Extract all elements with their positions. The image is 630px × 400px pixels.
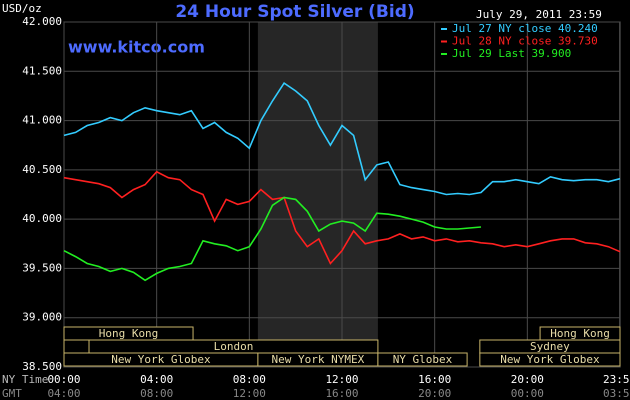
session-label: Hong Kong (99, 327, 159, 340)
y-axis-label: USD/oz (2, 2, 42, 15)
legend-label: Jul 28 NY close 39.730 (452, 35, 598, 48)
series-line (63, 81, 621, 196)
x-tick-label: 16:00 (418, 373, 451, 386)
session-box (377, 352, 468, 367)
session-box (63, 339, 90, 354)
y-tick-label: 38.500 (22, 360, 62, 373)
series-line (63, 196, 482, 282)
x-tick-label: 12:00 (325, 373, 358, 386)
x2-axis-label: GMT (2, 387, 22, 400)
x-tick-label: 23:59 (603, 373, 630, 386)
legend-label: Jul 29 Last 39.900 (452, 47, 571, 60)
legend-label: Jul 27 NY close 40.240 (452, 22, 598, 35)
chart-title: 24 Hour Spot Silver (Bid) (175, 2, 414, 22)
x-axis-label: NY Time (2, 373, 48, 386)
session-box (479, 352, 621, 367)
y-tick-label: 40.000 (22, 212, 62, 225)
timestamp: July 29, 2011 23:59 (476, 8, 602, 21)
y-tick-label: 41.500 (22, 64, 62, 77)
session-label: London (214, 340, 254, 353)
session-label: Hong Kong (550, 327, 610, 340)
x2-tick-label: 16:00 (325, 387, 358, 400)
y-tick-label: 41.000 (22, 114, 62, 127)
x2-tick-label: 12:00 (233, 387, 266, 400)
x2-tick-label: 20:00 (418, 387, 451, 400)
y-tick-label: 39.000 (22, 311, 62, 324)
x-tick-label: 00:00 (47, 373, 80, 386)
x-tick-label: 04:00 (140, 373, 173, 386)
series-line (63, 170, 621, 265)
session-label: NY Globex (393, 353, 453, 366)
x2-tick-label: 03:59 (603, 387, 630, 400)
session-label: New York NYMEX (272, 353, 365, 366)
y-tick-label: 39.500 (22, 261, 62, 274)
session-label: New York Globex (111, 353, 211, 366)
x2-tick-label: 08:00 (140, 387, 173, 400)
session-label: Sydney (530, 340, 570, 353)
x-tick-label: 20:00 (511, 373, 544, 386)
y-tick-label: 42.000 (22, 15, 62, 28)
session-label: New York Globex (500, 353, 600, 366)
x2-tick-label: 04:00 (47, 387, 80, 400)
x2-tick-label: 00:00 (511, 387, 544, 400)
highlight-band (257, 22, 378, 367)
y-tick-label: 40.500 (22, 163, 62, 176)
x-tick-label: 08:00 (233, 373, 266, 386)
site-label: www.kitco.com (68, 38, 205, 57)
